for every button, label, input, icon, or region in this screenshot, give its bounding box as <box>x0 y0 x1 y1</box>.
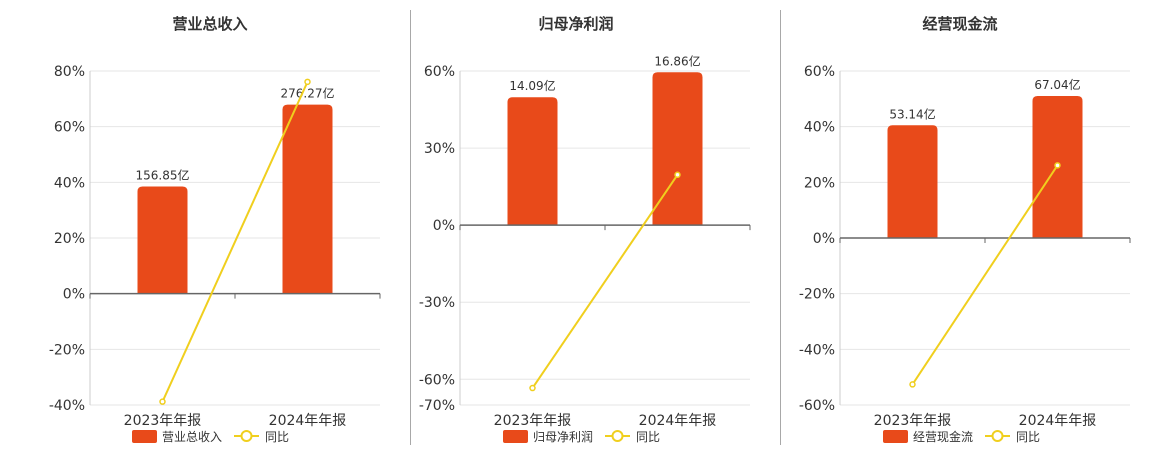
revenue-chart-panel: 营业总收入 80% 60% 40% 20% 0% -20% -40% 156.85亿 276.27… <box>0 0 390 450</box>
legend-bar-swatch <box>503 430 528 443</box>
yoy-point <box>1054 162 1061 169</box>
y-tick-label: -40% <box>799 342 835 358</box>
bar-value-label: 67.04亿 <box>1034 77 1080 92</box>
bar-value-label: 14.09亿 <box>509 78 555 93</box>
chart-title: 经营现金流 <box>922 15 997 33</box>
yoy-line <box>911 164 1059 385</box>
yoy-line <box>161 81 309 403</box>
y-tick-label: -40% <box>49 398 85 414</box>
chart-title: 营业总收入 <box>172 15 247 33</box>
y-tick-label: 40% <box>54 175 85 191</box>
chart-title: 归母净利润 <box>538 15 613 33</box>
x-tick-label: 2023年年报 <box>494 413 572 429</box>
x-tick-label: 2024年年报 <box>639 413 717 429</box>
legend-line-marker <box>611 430 624 442</box>
panel-divider <box>780 10 781 445</box>
cash-flow-chart: 经营现金流 60% 40% 20% 0% -20% -40% -60% 53.14亿 67.04亿… <box>799 15 1131 444</box>
bar <box>137 186 188 294</box>
x-tick-label: 2024年年报 <box>269 413 347 429</box>
legend-bar-label: 营业总收入 <box>162 430 222 444</box>
y-tick-label: -30% <box>419 295 455 311</box>
y-tick-label: -70% <box>419 398 455 414</box>
y-tick-label: 0% <box>433 218 455 234</box>
panel-divider <box>410 10 411 445</box>
x-tick-label: 2023年年报 <box>874 413 952 429</box>
y-tick-label: -20% <box>49 342 85 358</box>
legend-line-label: 同比 <box>265 430 289 444</box>
yoy-point <box>909 381 916 388</box>
bar-value-label: 156.85亿 <box>136 168 190 183</box>
y-tick-label: 30% <box>424 141 455 157</box>
revenue-chart: 营业总收入 80% 60% 40% 20% 0% -20% -40% 156.85亿 276.27… <box>49 15 381 444</box>
legend-line-marker <box>240 430 253 442</box>
y-tick-label: 20% <box>804 175 835 191</box>
bar-value-label: 16.86亿 <box>654 53 700 68</box>
bar-value-label: 276.27亿 <box>281 86 335 101</box>
net-profit-chart: 归母净利润 60% 30% 0% -30% -60% -70% 14.09亿 16.86亿 202… <box>419 15 751 444</box>
bar <box>282 104 333 294</box>
legend-bar-swatch <box>132 430 157 443</box>
y-tick-label: 40% <box>804 120 835 136</box>
y-tick-label: 60% <box>424 64 455 80</box>
y-tick-label: -20% <box>799 287 835 303</box>
yoy-point <box>674 171 681 179</box>
y-tick-label: -60% <box>419 372 455 388</box>
legend-bar-label: 经营现金流 <box>913 429 973 444</box>
legend-line-label: 同比 <box>636 430 660 444</box>
legend-line-marker <box>991 430 1004 442</box>
y-tick-label: 60% <box>804 64 835 80</box>
bar <box>507 97 558 226</box>
y-tick-label: -60% <box>799 398 835 414</box>
y-tick-label: 0% <box>63 287 85 303</box>
bar <box>652 72 703 226</box>
y-tick-label: 60% <box>54 120 85 136</box>
legend-bar-swatch <box>883 430 908 443</box>
yoy-point <box>529 384 536 392</box>
y-tick-label: 20% <box>54 231 85 247</box>
bar <box>887 125 938 238</box>
y-tick-label: 80% <box>54 64 85 80</box>
legend-line-label: 同比 <box>1016 430 1040 444</box>
x-tick-label: 2023年年报 <box>124 413 202 429</box>
legend-bar-label: 归母净利润 <box>533 430 593 444</box>
x-tick-label: 2024年年报 <box>1019 413 1097 429</box>
net-profit-chart-panel: 归母净利润 60% 30% 0% -30% -60% -70% 14.09亿 16.86亿 202… <box>390 0 780 450</box>
yoy-point <box>304 78 311 86</box>
bar-value-label: 53.14亿 <box>889 106 935 121</box>
yoy-point <box>159 398 166 405</box>
y-tick-label: 0% <box>813 231 835 247</box>
yoy-line <box>531 174 679 389</box>
cash-flow-chart-panel: 经营现金流 60% 40% 20% 0% -20% -40% -60% 53.14亿 67.04亿… <box>770 0 1160 450</box>
